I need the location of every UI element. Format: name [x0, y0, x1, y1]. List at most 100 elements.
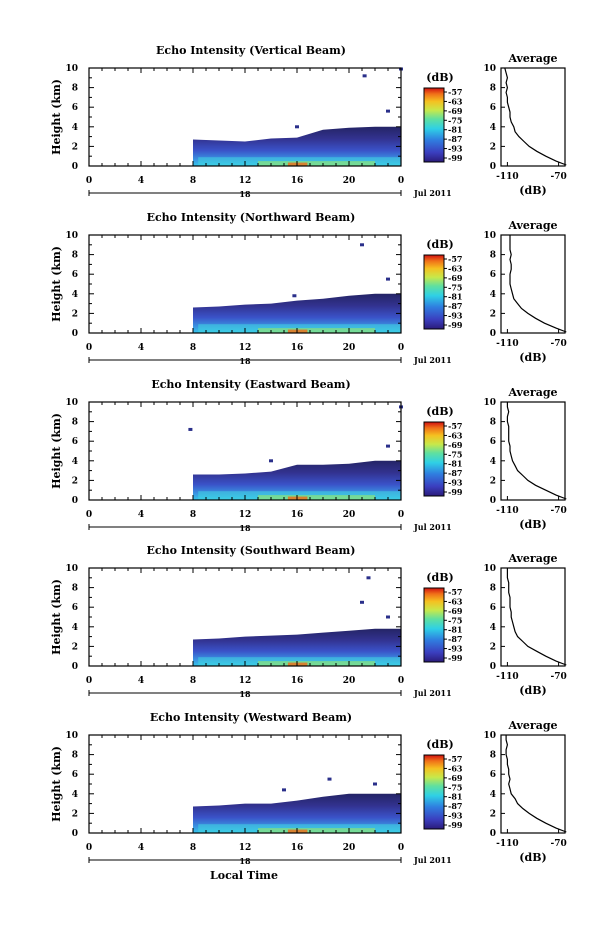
isolated-echo — [386, 109, 390, 113]
isolated-echo — [327, 777, 332, 781]
colorbar-tick-label: -99 — [448, 820, 463, 830]
isolated-echo — [269, 459, 273, 463]
y-tick-label: 8 — [72, 84, 78, 94]
colorbar-tick-label: -81 — [448, 792, 462, 802]
y-tick-label: 8 — [72, 418, 78, 428]
colorbar-tick-label: -69 — [448, 440, 463, 450]
average-y-tick-label: 2 — [490, 142, 496, 152]
y-tick-label: 2 — [72, 809, 78, 819]
x-tick-label: 20 — [343, 510, 356, 520]
average-profile-line — [504, 67, 567, 166]
y-tick-label: 2 — [72, 642, 78, 652]
colorbar-tick-label: -99 — [448, 653, 463, 663]
average-x-tick-label: -70 — [550, 839, 566, 849]
y-axis-label: Height (km) — [50, 746, 63, 822]
y-tick-label: 6 — [72, 270, 78, 280]
echo-surface-band — [258, 495, 375, 500]
y-tick-label: 0 — [72, 829, 78, 839]
y-tick-label: 6 — [72, 103, 78, 113]
colorbar-tick-label: -75 — [448, 115, 462, 125]
average-y-tick-label: 0 — [490, 662, 496, 672]
colorbar-tick-label: -63 — [448, 430, 463, 440]
panel-title: Echo Intensity (Westward Beam) — [150, 711, 352, 724]
panel-title: Echo Intensity (Vertical Beam) — [156, 44, 346, 57]
average-y-tick-label: 2 — [490, 642, 496, 652]
y-tick-label: 0 — [72, 162, 78, 172]
isolated-echo — [362, 74, 367, 78]
average-title: Average — [507, 52, 557, 65]
x-tick-label: 0 — [398, 676, 404, 686]
echo-surface-band — [258, 661, 375, 666]
average-y-tick-label: 8 — [490, 751, 496, 761]
echo-peak-spot — [287, 329, 308, 333]
isolated-echo — [386, 444, 390, 448]
panel-3: Echo Intensity (Eastward Beam)0 4 8 12 16 20 0… — [50, 378, 567, 533]
average-x-tick-label: -110 — [496, 839, 519, 849]
colorbar-tick-label: -93 — [448, 311, 463, 321]
colorbar-tick-label: -93 — [448, 644, 463, 654]
average-x-tick-label: -110 — [496, 672, 519, 682]
day-label: 18 — [239, 689, 251, 699]
echo-peak-spot — [287, 162, 308, 166]
isolated-echo — [188, 427, 193, 431]
y-tick-label: 0 — [72, 662, 78, 672]
month-label: Jul 2011 — [413, 355, 452, 365]
colorbar-unit: (dB) — [426, 405, 453, 418]
y-tick-label: 4 — [72, 790, 78, 800]
y-axis-label: Height (km) — [50, 579, 63, 655]
panel-title: Echo Intensity (Eastward Beam) — [151, 378, 350, 391]
x-tick-label: 8 — [190, 510, 196, 520]
average-frame — [500, 67, 566, 167]
month-label: Jul 2011 — [413, 188, 452, 198]
y-axis-label: Height (km) — [50, 246, 63, 322]
y-tick-label: 4 — [72, 623, 78, 633]
colorbar-tick-label: -93 — [448, 811, 463, 821]
average-y-tick-label: 2 — [490, 476, 496, 486]
x-tick-label: 16 — [291, 676, 304, 686]
x-tick-label: 20 — [343, 176, 356, 186]
average-frame — [500, 401, 566, 501]
average-y-tick-label: 4 — [490, 790, 496, 800]
colorbar-tick-label: -99 — [448, 153, 463, 163]
colorbar — [423, 421, 445, 497]
colorbar-tick-label: -57 — [448, 754, 462, 764]
colorbar-tick-label: -57 — [448, 87, 462, 97]
x-tick-label: 4 — [138, 343, 144, 353]
average-y-tick-label: 8 — [490, 251, 496, 261]
month-label: Jul 2011 — [413, 688, 452, 698]
y-tick-label: 2 — [72, 142, 78, 152]
x-tick-label: 12 — [239, 176, 252, 186]
average-y-tick-label: 6 — [490, 270, 496, 280]
colorbar-tick-label: -87 — [448, 634, 462, 644]
average-x-tick-label: -70 — [550, 339, 566, 349]
y-tick-label: 0 — [72, 329, 78, 339]
day-label: 18 — [239, 856, 251, 866]
x-tick-label: 8 — [190, 676, 196, 686]
colorbar-tick-label: -93 — [448, 144, 463, 154]
average-y-tick-label: 0 — [490, 329, 496, 339]
colorbar-tick-label: -75 — [448, 449, 462, 459]
echo-peak-spot — [287, 496, 308, 500]
colorbar-tick-label: -69 — [448, 106, 463, 116]
day-label: 18 — [239, 523, 251, 533]
colorbar-tick-label: -93 — [448, 478, 463, 488]
colorbar-tick-label: -63 — [448, 263, 463, 273]
x-tick-label: 8 — [190, 343, 196, 353]
echo-region — [193, 126, 401, 166]
colorbar-tick-label: -57 — [448, 587, 462, 597]
average-title: Average — [507, 219, 557, 232]
month-label: Jul 2011 — [413, 522, 452, 532]
x-tick-label: 4 — [138, 676, 144, 686]
colorbar-tick-label: -69 — [448, 773, 463, 783]
day-label: 18 — [239, 356, 251, 366]
y-tick-label: 2 — [72, 476, 78, 486]
average-x-tick-label: -110 — [496, 339, 519, 349]
y-axis-label: Height (km) — [50, 413, 63, 489]
average-y-tick-label: 2 — [490, 309, 496, 319]
average-title: Average — [507, 552, 557, 565]
average-y-tick-label: 10 — [483, 231, 496, 241]
y-tick-label: 4 — [72, 290, 78, 300]
y-axis-label: Height (km) — [50, 79, 63, 155]
echo-region — [193, 628, 401, 666]
average-y-tick-label: 8 — [490, 84, 496, 94]
